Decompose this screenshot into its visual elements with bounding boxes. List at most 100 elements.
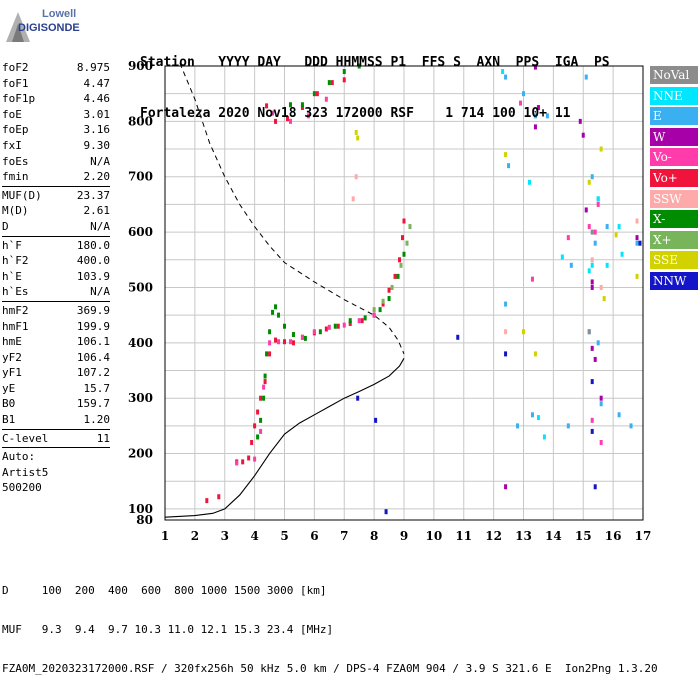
x-tick-label: 9 (400, 529, 408, 543)
param-value: 9.30 (83, 138, 111, 152)
data-point-nnw (456, 334, 460, 340)
data-point-x (262, 395, 266, 401)
data-point-nne (542, 434, 546, 440)
data-point-vo (398, 257, 402, 263)
data-point-x (363, 315, 367, 321)
param-value: 3.16 (83, 123, 111, 137)
header-values: Fortaleza 2020 Nov18 323 172000 RSF 1 71… (140, 106, 571, 121)
data-point-ssw (504, 329, 508, 335)
data-point-vo (241, 459, 245, 465)
data-point-x (283, 323, 286, 329)
data-point-e (545, 113, 549, 119)
data-point-x (300, 102, 304, 108)
data-point-vo (306, 113, 310, 119)
param-name: foEp (2, 123, 29, 137)
profile-solid-curve (164, 358, 405, 518)
data-point-vo (285, 116, 289, 122)
param-row: hmE 106.1 (2, 334, 110, 350)
data-point-w (635, 235, 639, 241)
data-point-nne (587, 268, 591, 274)
param-name: h`F2 (2, 254, 29, 268)
polarization-legend: NoVal NNE E W Vo- Vo+ SSW X- X+ SSE NNW (650, 66, 698, 293)
x-tick-label: 10 (426, 529, 443, 543)
data-point-vo (268, 340, 272, 346)
data-point-vo (288, 118, 292, 124)
data-point-e (504, 74, 508, 80)
param-value: 15.7 (83, 381, 111, 395)
data-point-nnw (638, 240, 642, 246)
param-row: hmF1 199.9 (2, 319, 110, 335)
auto-scaler-name: Artist5 (2, 465, 49, 479)
legend-item: SSW (650, 189, 698, 208)
param-row: foF1p 4.46 (2, 91, 110, 107)
param-row: yE 15.7 (2, 381, 110, 397)
data-point-nnw (384, 509, 388, 515)
data-point-sse (602, 296, 606, 302)
data-point-w (599, 395, 603, 401)
station-header: Station YYYY DAY DDD HHMMSS P1 FFS S AXN… (140, 20, 610, 139)
param-row: yF1 107.2 (2, 365, 110, 381)
param-value: 3.01 (83, 107, 111, 121)
data-point-w (536, 105, 540, 111)
legend-item: NNW (650, 271, 698, 290)
param-name: B0 (2, 397, 16, 411)
param-name: yE (2, 381, 16, 395)
param-value: 159.7 (76, 397, 110, 411)
data-point-w (533, 64, 537, 70)
param-name: foF2 (2, 61, 29, 74)
data-point-w (590, 345, 594, 351)
param-name: hmE (2, 335, 22, 349)
param-row: yF2 106.4 (2, 350, 110, 366)
param-value: 2.20 (83, 170, 111, 184)
legend-item: NNE (650, 86, 698, 105)
data-point-ssw (599, 284, 603, 290)
legend-item: NoVal (650, 66, 698, 84)
data-point-vo (268, 351, 272, 357)
param-name: foF1 (2, 76, 29, 90)
data-point-x (333, 323, 337, 329)
data-point-w (584, 207, 588, 213)
x-tick-label: 15 (575, 529, 592, 543)
param-row: foF2 8.975 (2, 60, 110, 76)
x-tick-label: 1 (161, 529, 169, 543)
param-value: 1.20 (83, 413, 111, 427)
plot-frame (164, 65, 644, 521)
data-point-x (263, 373, 267, 379)
data-point-nne (501, 69, 505, 75)
param-value: N/A (90, 154, 110, 168)
legend-item: Vo- (650, 148, 698, 167)
param-row: foE 3.01 (2, 107, 110, 123)
data-point-w (590, 279, 594, 285)
param-name: D (2, 219, 9, 233)
param-value: N/A (90, 219, 110, 233)
param-name: foEs (2, 154, 29, 168)
param-name: hmF1 (2, 319, 29, 333)
data-point-vo (336, 323, 340, 329)
data-point-sse (635, 273, 639, 279)
data-point-vo (271, 110, 275, 116)
data-point-vo (262, 384, 266, 390)
data-point-x (259, 417, 263, 423)
data-point-vo (315, 91, 319, 97)
data-point-e (629, 423, 633, 429)
data-point-vo (342, 322, 346, 328)
logo-mark-icon (6, 12, 30, 42)
data-point-x (342, 69, 346, 75)
x-tick-label: 17 (635, 529, 652, 543)
data-point-vo (357, 318, 361, 324)
x-tick-label: 4 (250, 529, 258, 543)
data-point-nnw (374, 417, 378, 423)
data-point-ssw (351, 196, 355, 202)
separator (2, 185, 110, 187)
param-row: B0 159.7 (2, 396, 110, 412)
legend-item: E (650, 107, 698, 126)
data-point-w (590, 284, 594, 290)
data-point-sse (522, 329, 525, 335)
data-point-x (288, 102, 292, 108)
data-point-vo (372, 312, 376, 318)
footer-info: D 100 200 400 600 800 1000 1500 3000 [km… (2, 558, 658, 688)
data-point-vo (205, 498, 209, 504)
separator (2, 235, 110, 237)
data-point-vo (217, 494, 221, 500)
data-point-nnw (504, 351, 508, 357)
